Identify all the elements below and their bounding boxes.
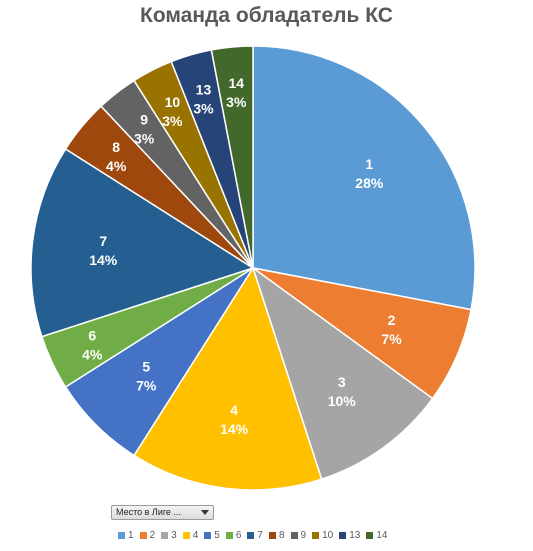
legend-entry-6[interactable]: 6 — [225, 529, 242, 541]
slice-category-label: 8 — [112, 139, 120, 155]
legend-swatch — [204, 531, 212, 539]
slice-percent-label: 3% — [193, 100, 214, 116]
legend-label: 4 — [192, 529, 199, 541]
slice-category-label: 4 — [230, 402, 238, 418]
legend-entry-10[interactable]: 10 — [312, 530, 333, 541]
legend-swatch — [182, 531, 190, 539]
legend-entry-7[interactable]: 7 — [247, 530, 263, 541]
slice-category-label: 1 — [365, 156, 373, 172]
legend-entry-3[interactable]: 3 — [161, 530, 177, 541]
slice-percent-label: 14% — [89, 252, 118, 268]
legend-entry-9[interactable]: 9 — [290, 529, 307, 541]
slice-percent-label: 10% — [328, 393, 357, 409]
legend-entry-8[interactable]: 8 — [268, 529, 285, 541]
legend-entry-1[interactable]: 1 — [118, 530, 134, 541]
slice-category-label: 10 — [165, 94, 181, 110]
legend-label: 7 — [257, 529, 263, 541]
slice-category-label: 13 — [196, 81, 212, 97]
slice-percent-label: 3% — [134, 131, 155, 147]
slice-category-label: 2 — [388, 312, 396, 328]
field-filter-button[interactable]: Место в Лиге ... — [111, 505, 214, 520]
legend-swatch — [118, 531, 125, 539]
legend-swatch — [268, 531, 276, 539]
legend-label: 10 — [322, 529, 334, 541]
legend-label: 6 — [235, 529, 242, 541]
slice-category-label: 5 — [142, 359, 150, 375]
slice-category-label: 14 — [228, 75, 244, 91]
legend-swatch — [247, 531, 255, 539]
slice-category-label: 3 — [338, 374, 346, 390]
slice-percent-label: 7% — [136, 378, 157, 394]
slice-category-label: 7 — [99, 233, 107, 249]
slice-percent-label: 3% — [162, 113, 183, 129]
legend-swatch — [139, 531, 147, 539]
legend-label: 3 — [171, 529, 177, 541]
pie-slice-7[interactable] — [30, 148, 255, 338]
legend-entry-14[interactable]: 14 — [366, 530, 387, 541]
legend-entry-4[interactable]: 4 — [182, 529, 199, 541]
legend: 1 2 3 4 5 6 7 8 9 10 13 14 — [118, 528, 393, 542]
pie-slice-4[interactable] — [133, 266, 323, 491]
legend-label: 5 — [214, 529, 220, 541]
legend-label: 1 — [128, 529, 134, 541]
legend-swatch — [290, 531, 298, 539]
pie-labels: 1 28% 2 7% 3 10% 4 14% 5 7% 6 4% 7 14% 8 4% 9 3% 10 3% 13 3% 1… — [82, 75, 402, 437]
slice-percent-label: 14% — [220, 421, 249, 437]
legend-swatch — [312, 531, 320, 539]
legend-entry-2[interactable]: 2 — [139, 529, 156, 541]
slice-percent-label: 28% — [355, 175, 384, 191]
slice-percent-label: 4% — [106, 158, 127, 174]
legend-swatch — [339, 531, 347, 539]
field-filter-label: Место в Лиге ... — [116, 507, 181, 517]
slice-percent-label: 7% — [381, 331, 402, 347]
legend-swatch — [366, 531, 374, 539]
legend-label: 9 — [300, 529, 307, 541]
legend-swatch — [225, 531, 233, 539]
dropdown-arrow-icon[interactable] — [201, 510, 209, 515]
legend-label: 13 — [349, 529, 361, 541]
pie-slice-14[interactable] — [210, 45, 254, 269]
pie-slice-3[interactable] — [251, 266, 434, 481]
legend-swatch — [161, 531, 169, 539]
pie-slice-1[interactable] — [252, 45, 476, 311]
legend-entry-5[interactable]: 5 — [204, 530, 220, 541]
legend-label: 8 — [278, 529, 285, 541]
slice-category-label: 6 — [88, 328, 96, 344]
chart-title: Команда обладатель КС — [140, 4, 393, 27]
slice-percent-label: 4% — [82, 347, 103, 363]
legend-label: 14 — [376, 529, 388, 541]
pie-slices — [30, 45, 476, 491]
slice-percent-label: 3% — [226, 94, 247, 110]
legend-label: 2 — [149, 529, 156, 541]
slice-category-label: 9 — [140, 112, 148, 128]
legend-entry-13[interactable]: 13 — [339, 530, 360, 541]
